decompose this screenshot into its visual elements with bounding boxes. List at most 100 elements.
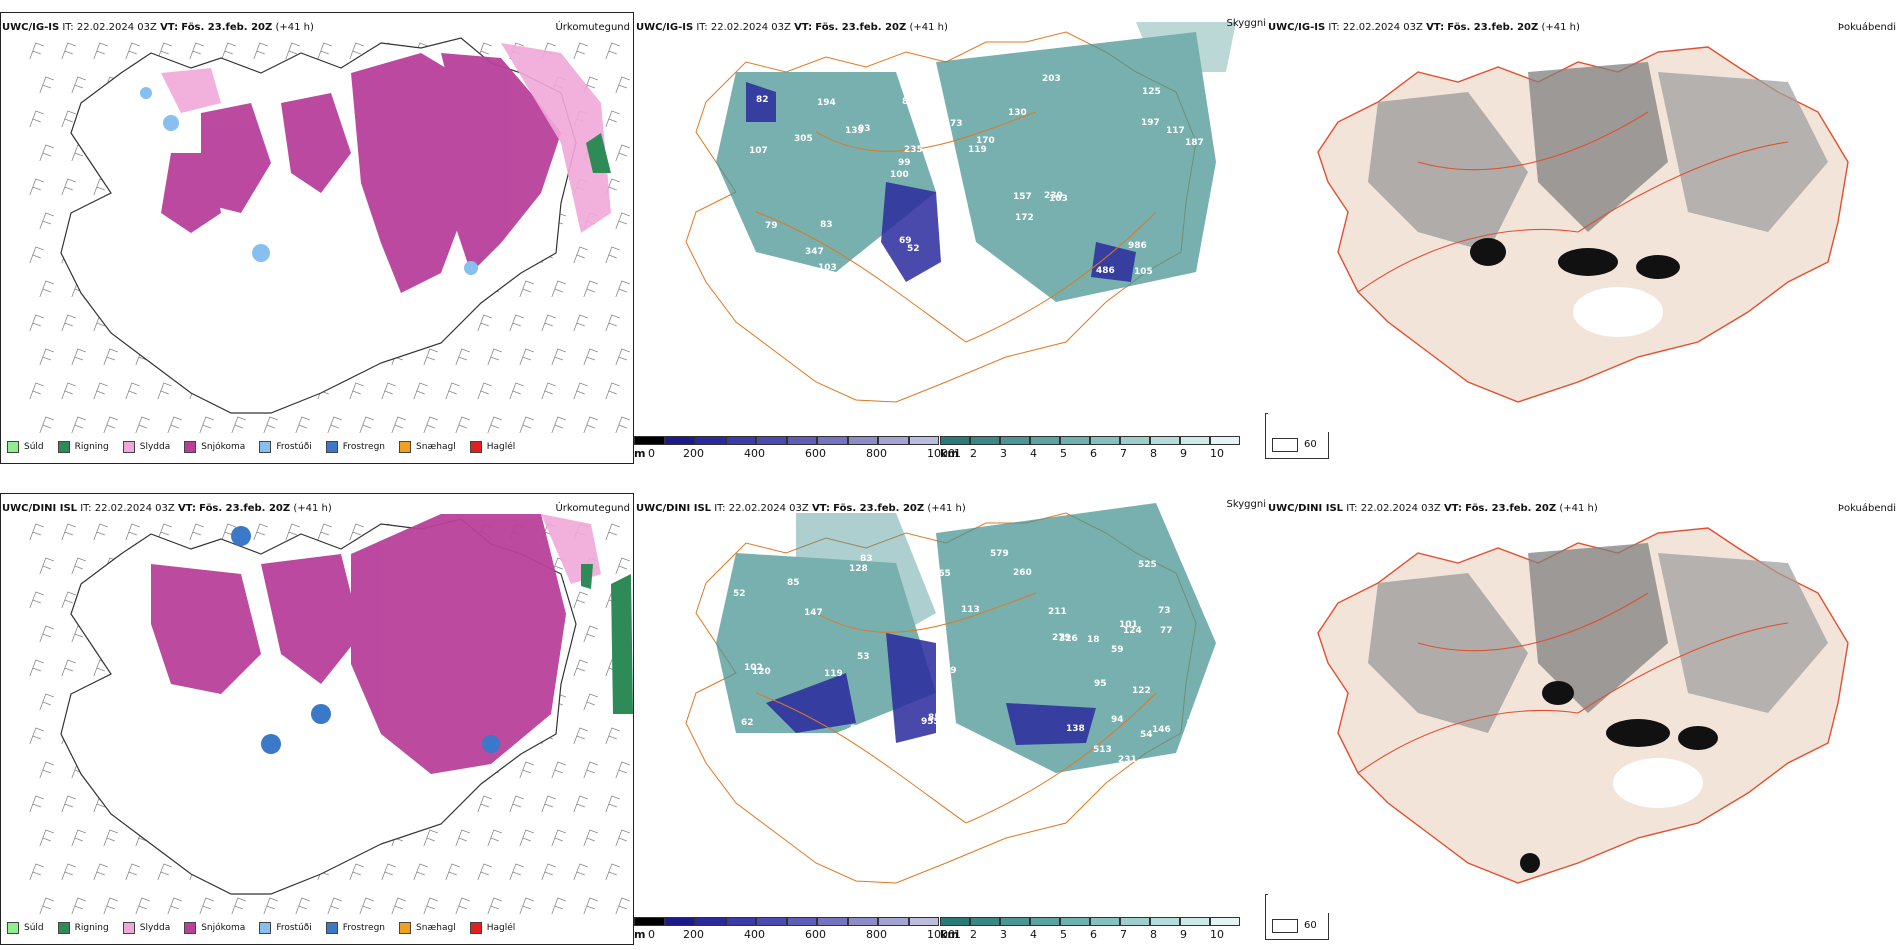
legend-label: Slydda: [139, 442, 171, 452]
wind-barb: [29, 110, 44, 128]
legend-item: Rigning: [57, 922, 109, 934]
colorbar-tick: 5: [1060, 928, 1067, 941]
wind-barb: [551, 829, 566, 847]
fog-roads: [1357, 111, 1789, 293]
wind-barb: [61, 382, 76, 400]
colorbar-cell: [908, 436, 939, 445]
fog-panel-bottom: [1268, 493, 1898, 913]
wind-barb: [605, 795, 620, 813]
rain-area: [586, 133, 611, 173]
snow-areas: [161, 53, 561, 293]
visibility-label: 103: [730, 257, 749, 267]
wind-barb: [605, 246, 620, 264]
visibility-label: 986: [1128, 241, 1147, 251]
visibility-label: 124: [1123, 626, 1142, 636]
visibility-label: 84: [902, 97, 915, 107]
colorbar-tick: 0: [648, 928, 655, 941]
colorbar-cell: [1090, 436, 1120, 445]
wind-barb: [583, 625, 598, 643]
legend-label: Rigning: [74, 442, 109, 452]
wind-barb: [135, 897, 150, 915]
wind-barb: [423, 897, 438, 915]
visibility-label: 101: [1119, 620, 1138, 630]
wind-barb: [573, 246, 588, 264]
visibility-low-fill: [716, 503, 1216, 773]
wind-barb: [551, 416, 566, 434]
wind-barb: [583, 897, 598, 915]
colorbar-tick: 400: [744, 447, 765, 460]
wind-barb: [509, 382, 524, 400]
visibility-label: 107: [749, 146, 768, 156]
wind-barb: [93, 42, 108, 60]
wind-barb: [455, 897, 470, 915]
visibility-label: 95: [1094, 679, 1107, 689]
wind-barb: [189, 523, 204, 541]
legend-swatch: [469, 922, 482, 934]
colorbar-tick: 10: [1210, 447, 1224, 460]
colorbar-cell: [940, 917, 970, 926]
wind-barb: [381, 382, 396, 400]
legend-label: Frostregn: [342, 442, 386, 452]
wind-barb: [29, 246, 44, 264]
wind-barb: [29, 314, 44, 332]
visibility-label: 103: [1049, 194, 1068, 204]
wind-barb: [39, 625, 54, 643]
wind-barb: [61, 659, 76, 677]
wind-barb: [573, 591, 588, 609]
visibility-map-top: 1051071251001309784737993103347971701038…: [685, 22, 1236, 403]
colorbar-tick: 9: [1180, 928, 1187, 941]
colorbar-cell: [695, 917, 726, 926]
colorbar-km-top: km 1 2 3 4 5 6 7 8 9 10: [940, 436, 1270, 464]
wind-barb: [487, 829, 502, 847]
colorbar-cell: [1030, 917, 1060, 926]
visibility-label: 18: [1087, 635, 1100, 645]
title-precip-bottom: UWC/DINI ISL IT: 22.02.2024 03Z VT: Fös.…: [2, 503, 332, 514]
colorbar-cell: [1150, 917, 1180, 926]
visibility-label: 230: [1044, 191, 1063, 201]
visibility-label: 100: [890, 170, 909, 180]
colorbar-tick: 7: [1120, 447, 1127, 460]
wind-barb: [157, 523, 172, 541]
colorbar-tick: 8: [1150, 447, 1157, 460]
visibility-label: 172: [1015, 213, 1034, 223]
fog-legend-swatch: [1272, 438, 1298, 452]
wind-barb: [445, 382, 460, 400]
wind-barb: [573, 659, 588, 677]
visibility-label: 146: [1152, 725, 1171, 735]
wind-barb: [583, 761, 598, 779]
wind-barb: [519, 280, 534, 298]
wind-barb: [349, 42, 364, 60]
wind-barb: [423, 348, 438, 366]
wind-barb: [605, 314, 620, 332]
colorbar-tick: 0: [648, 447, 655, 460]
visibility-label: 103: [818, 263, 837, 273]
legend-swatch: [259, 441, 272, 453]
wind-barb: [477, 863, 492, 881]
visibility-label: 62: [741, 718, 754, 728]
wind-barb: [349, 382, 364, 400]
wind-barb: [455, 416, 470, 434]
colorbar-cell: [695, 436, 726, 445]
legend-label: Haglél: [486, 442, 516, 452]
visibility-label: 211: [1048, 607, 1067, 617]
wind-barb: [103, 348, 118, 366]
label-precip-bottom: Úrkomutegund: [555, 503, 630, 514]
colorbar-cell: [1210, 436, 1240, 445]
wind-barb: [253, 42, 268, 60]
legend-item: Súld: [7, 922, 44, 934]
colorbar-cell: [878, 917, 909, 926]
wind-barb: [583, 348, 598, 366]
wind-barb: [615, 76, 630, 94]
wind-barb: [189, 42, 204, 60]
visibility-panel-top: 105 107 125 100 130 97 84 73 79 93 103 347 97 170 103 8…: [636, 12, 1266, 432]
wind-barb: [583, 280, 598, 298]
wind-barb: [519, 761, 534, 779]
wind-barb: [39, 280, 54, 298]
colorbar-cell: [908, 917, 939, 926]
colorbar-km-bottom: km 1 2 3 4 5 6 7 8 9 10: [940, 917, 1270, 945]
colorbar-cell: [1000, 917, 1030, 926]
legend-item: Slydda: [122, 922, 170, 934]
wind-barb: [263, 416, 278, 434]
wind-barb: [71, 829, 86, 847]
legend-item: Súld: [7, 441, 44, 453]
